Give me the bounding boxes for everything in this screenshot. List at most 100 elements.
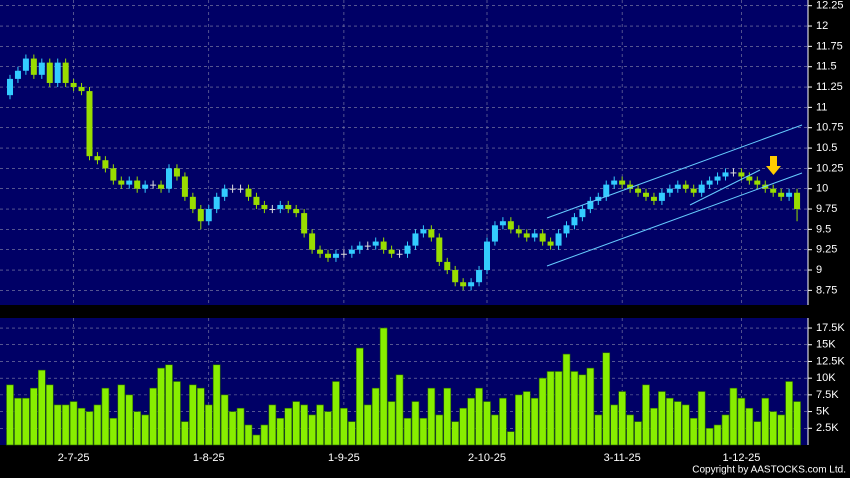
y-tick-label: 9 (816, 264, 822, 276)
volume-bar (6, 384, 14, 446)
candle-body (428, 229, 435, 238)
candle-body (754, 180, 761, 185)
volume-bar (300, 404, 308, 446)
volume-bar (634, 421, 642, 446)
volume-bar (403, 417, 412, 446)
candle-body (158, 184, 165, 189)
candle-body (452, 270, 459, 283)
volume-bar (340, 407, 348, 446)
candle-body (150, 184, 157, 186)
volume-bar (610, 404, 619, 446)
volume-bar (212, 364, 221, 446)
candle-body (579, 209, 586, 218)
volume-bar (554, 371, 563, 446)
volume-bar (522, 391, 531, 446)
y-tick-label: 9.5 (816, 223, 831, 235)
volume-bar (650, 407, 658, 446)
candle-body (468, 282, 475, 287)
copyright: Copyright by AASTOCKS.com Ltd. (692, 465, 846, 476)
x-tick-label: 1-9-25 (328, 452, 360, 464)
volume-bar (355, 347, 364, 446)
volume-bar (562, 353, 571, 446)
volume-bar (427, 387, 436, 446)
volume-bar (197, 387, 205, 446)
volume-bar (618, 391, 626, 446)
volume-bar (173, 381, 181, 446)
volume-bar (411, 401, 420, 446)
candle-body (22, 58, 29, 71)
candle-body (635, 188, 642, 193)
y-tick-label: 8.75 (816, 284, 837, 296)
volume-bar (252, 434, 261, 446)
candle-body (666, 188, 673, 193)
volume-bar (371, 387, 380, 446)
candle-body (690, 188, 697, 193)
candle-body (730, 172, 737, 174)
candle-body (253, 196, 260, 205)
volume-bar (673, 401, 682, 446)
candle-body (674, 184, 681, 189)
candle-body (627, 184, 634, 189)
volume-bar (236, 407, 245, 446)
y-tick-label: 12 (816, 20, 828, 32)
y-tick-label: 10.75 (816, 122, 844, 134)
y-tick-label: 11.25 (816, 81, 843, 93)
candle-body (285, 204, 292, 210)
volume-bar (85, 411, 94, 446)
candle-body (499, 221, 506, 226)
x-tick-label: 1-8-25 (193, 452, 225, 464)
volume-bar (483, 401, 491, 446)
volume-bar (45, 384, 54, 446)
volume-bar (220, 394, 229, 446)
volume-bar (491, 414, 499, 446)
volume-bar (93, 404, 102, 446)
candle-body (507, 221, 514, 230)
volume-bar (133, 411, 141, 446)
candle-body (571, 217, 578, 226)
candle-body (444, 261, 451, 271)
volume-bar (363, 404, 372, 446)
x-tick-label: 2-7-25 (58, 452, 90, 464)
volume-bar (324, 411, 332, 446)
y-tick-label: 10 (816, 183, 828, 195)
volume-bar (602, 352, 611, 446)
volume-bar (507, 431, 515, 446)
candle-body (698, 184, 705, 193)
signal-arrow (766, 156, 781, 175)
volume-bar (117, 384, 126, 446)
volume-bar (626, 414, 634, 446)
volume-bar (165, 364, 173, 446)
volume-bar (681, 404, 690, 446)
candle-body (555, 233, 562, 246)
candle-body (309, 233, 316, 250)
candle-body (364, 245, 371, 247)
candle-body (301, 213, 308, 234)
candle-body (30, 58, 37, 75)
y-tick-label: 12.25 (816, 0, 844, 12)
volume-bar (109, 417, 118, 446)
volume-bar (69, 401, 78, 446)
candle-body (86, 91, 93, 157)
candle-body (221, 188, 228, 197)
volume-bar (332, 381, 340, 446)
candle-body (126, 180, 133, 185)
channel-inner (689, 169, 761, 206)
volume-bar (387, 401, 396, 446)
x-tick-label: 1-12-25 (722, 452, 760, 464)
candle-body (547, 241, 554, 246)
candle-body (78, 87, 85, 92)
candle-body (205, 209, 212, 222)
candle-body (261, 204, 268, 210)
candle-body (603, 184, 610, 197)
volume-bar (61, 404, 70, 446)
candle-body (277, 204, 284, 210)
candle-body (269, 209, 276, 211)
candle-body (484, 241, 490, 271)
y-tick-label: 7.5K (816, 389, 839, 401)
plot-layer: 8.75 9 9.25 9.5 9.75 10 10.25 10.5 10.75 11 11.25 1… (0, 0, 845, 464)
candle-body (643, 192, 649, 197)
candle-body (515, 229, 522, 234)
volume-bar (14, 397, 22, 446)
candle-body (706, 180, 713, 185)
